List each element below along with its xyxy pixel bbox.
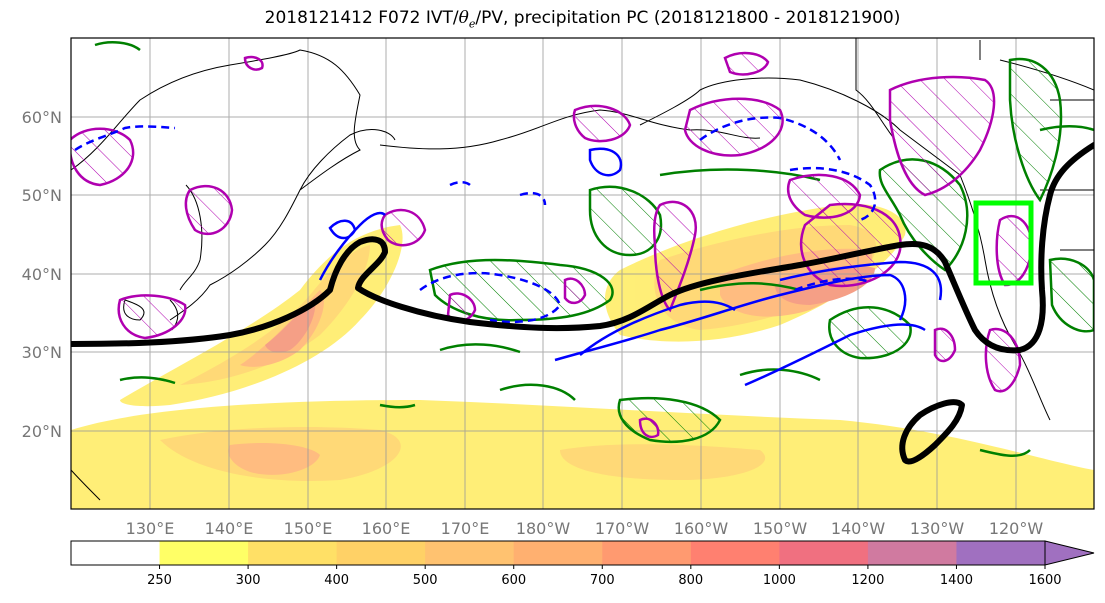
ivt-shading — [71, 204, 1094, 509]
lon-label: 180°W — [516, 519, 571, 538]
lon-label: 150°W — [753, 519, 808, 538]
colorbar-tick-label: 1400 — [940, 573, 973, 588]
lon-label: 170°W — [595, 519, 650, 538]
lon-label: 130°W — [910, 519, 965, 538]
lon-label: 140°E — [205, 519, 254, 538]
pv-contours-dashed — [74, 116, 877, 324]
colorbar-tick-label: 250 — [147, 573, 172, 588]
colorbar: 250 300 400 500 600 700 800 1000 1200 1400 1600 — [70, 540, 1095, 588]
colorbar-segment — [867, 541, 957, 565]
ivt-contour — [71, 142, 1094, 465]
colorbar-tick-label: 400 — [324, 573, 349, 588]
lat-label: 50°N — [22, 186, 62, 205]
lat-label: 20°N — [22, 422, 62, 441]
precip-pc-contours — [71, 51, 1034, 439]
lat-label: 40°N — [22, 265, 62, 284]
lat-label: 30°N — [22, 343, 62, 362]
lon-label: 120°W — [989, 519, 1044, 538]
colorbar-segment — [513, 541, 603, 565]
colorbar-segment — [336, 541, 426, 565]
colorbar-segment — [159, 541, 249, 565]
colorbar-tick-label: 1600 — [1028, 573, 1061, 588]
lon-label: 160°E — [362, 519, 411, 538]
colorbar-segment — [690, 541, 780, 565]
colorbar-segment — [956, 541, 1046, 565]
colorbar-tick-label: 700 — [590, 573, 615, 588]
colorbar-tick-label: 1000 — [763, 573, 796, 588]
colorbar-segment — [602, 541, 692, 565]
lon-label: 160°W — [674, 519, 729, 538]
lon-labels: 130°E 140°E 150°E 160°E 170°E 180°W 170°… — [126, 519, 1044, 538]
colorbar-extend-arrow — [1044, 540, 1095, 566]
colorbar-tick-label: 600 — [501, 573, 526, 588]
lon-label: 170°E — [441, 519, 490, 538]
colorbar-segment — [425, 541, 515, 565]
lat-labels: 60°N 50°N 40°N 30°N 20°N — [22, 108, 62, 441]
region-highlight-box — [973, 200, 1034, 286]
colorbar-segment — [248, 541, 338, 565]
map-title: 2018121412 F072 IVT/θe/PV, precipitation… — [264, 8, 901, 31]
colorbar-tick-label: 800 — [678, 573, 703, 588]
lon-label: 130°E — [126, 519, 175, 538]
colorbar-tick-label: 300 — [236, 573, 261, 588]
colorbar-segment — [71, 541, 161, 565]
lon-label: 140°W — [831, 519, 886, 538]
lat-label: 60°N — [22, 108, 62, 127]
colorbar-tick-label: 500 — [413, 573, 438, 588]
colorbar-tick-label: 1200 — [851, 573, 884, 588]
pv-contours — [318, 147, 943, 387]
lon-label: 150°E — [284, 519, 333, 538]
colorbar-segment — [779, 541, 869, 565]
colorbar-outline — [70, 540, 1046, 566]
map-frame — [70, 37, 1095, 510]
